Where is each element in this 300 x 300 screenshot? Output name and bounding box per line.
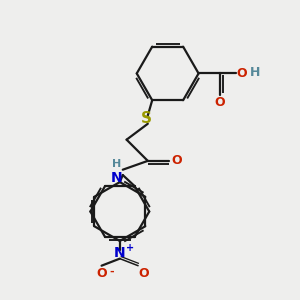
Text: S: S [141,111,152,126]
Text: N: N [114,246,126,260]
Text: O: O [96,267,107,280]
Text: O: O [139,267,149,280]
Text: +: + [126,243,134,253]
Text: O: O [171,154,182,167]
Text: -: - [110,266,114,276]
Text: H: H [112,159,121,170]
Text: O: O [214,96,225,109]
Text: H: H [250,66,260,80]
Text: N: N [110,171,122,185]
Text: O: O [237,67,247,80]
